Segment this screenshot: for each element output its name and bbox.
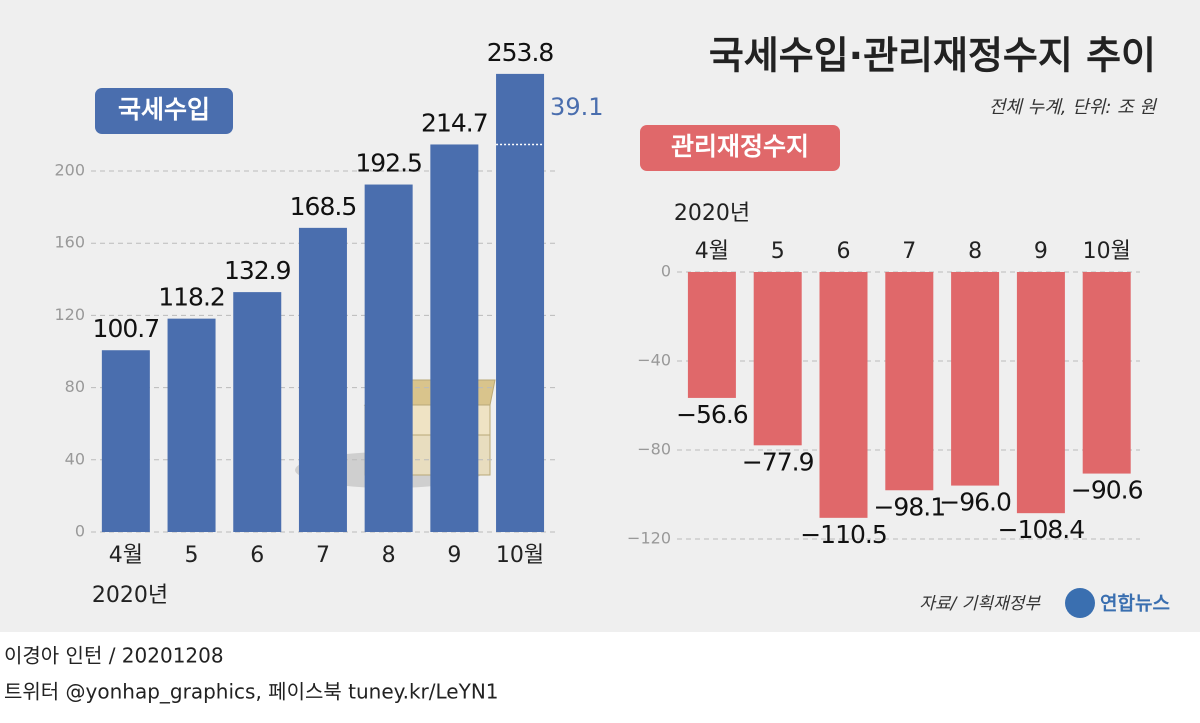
bar <box>496 73 545 533</box>
x-tick-label: 10월 <box>1083 239 1131 264</box>
bar <box>951 272 1000 486</box>
x-tick-label: 4월 <box>109 543 143 568</box>
value-label: 132.9 <box>224 256 291 285</box>
y-tick-label: 40 <box>65 449 85 468</box>
value-label: 100.7 <box>93 314 160 343</box>
bar <box>1016 272 1065 514</box>
value-label: 192.5 <box>355 149 422 178</box>
x-tick-label: 5 <box>185 543 199 568</box>
bar <box>298 227 347 533</box>
subtitle: 전체 누계, 단위: 조 원 <box>989 97 1158 118</box>
x-tick-label: 7 <box>316 543 330 568</box>
value-label: −110.5 <box>800 520 887 549</box>
y-tick-label: 200 <box>54 161 85 180</box>
badge <box>640 125 840 171</box>
y-tick-label: 120 <box>54 305 85 324</box>
x-tick-label: 6 <box>250 543 264 568</box>
value-label: −96.0 <box>939 488 1011 517</box>
footer: 이경아 인턴 / 20201208 <box>4 644 224 668</box>
bar <box>101 350 150 532</box>
value-label: −90.6 <box>1071 476 1143 505</box>
y-tick-label: 160 <box>54 233 85 252</box>
y-tick-label: 0 <box>75 522 85 541</box>
source: 자료/ 기획재정부 <box>919 594 1041 614</box>
bar <box>430 144 479 533</box>
logo-icon <box>1065 588 1095 618</box>
bar <box>364 184 413 532</box>
value-label: 253.8 <box>487 38 554 67</box>
bar <box>885 272 934 491</box>
chart-title: 관리재정수지 <box>671 132 809 161</box>
value-label: 168.5 <box>290 192 357 221</box>
value-label: 118.2 <box>158 283 225 312</box>
badge <box>95 88 233 134</box>
bar <box>687 272 736 398</box>
x-tick-label: 6 <box>837 239 851 264</box>
year-label: 2020년 <box>674 201 750 226</box>
year-label: 2020년 <box>92 583 168 608</box>
x-tick-label: 8 <box>382 543 396 568</box>
logo: 연합뉴스 <box>1100 593 1170 615</box>
x-tick-label: 7 <box>902 239 916 264</box>
annotation: 39.1 <box>550 93 603 121</box>
y-tick-label: 80 <box>65 377 85 396</box>
value-label: 214.7 <box>421 108 488 137</box>
y-tick-label: −80 <box>637 439 671 458</box>
chart-title: 국세수입 <box>118 95 210 124</box>
x-tick-label: 5 <box>771 239 785 264</box>
x-tick-label: 4월 <box>695 239 729 264</box>
bar <box>233 292 282 532</box>
value-label: −56.6 <box>676 400 748 429</box>
bar <box>753 272 802 446</box>
y-tick-label: 0 <box>661 262 671 281</box>
x-tick-label: 9 <box>447 543 461 568</box>
y-tick-label: −120 <box>627 528 671 547</box>
bar <box>1082 272 1131 474</box>
value-label: −98.1 <box>873 492 945 521</box>
bar <box>167 318 216 532</box>
bar <box>819 272 868 518</box>
value-label: −77.9 <box>742 447 814 476</box>
footer: 트위터 @yonhap_graphics, 페이스북 tuney.kr/LeYN… <box>4 680 499 704</box>
y-tick-label: −40 <box>637 350 671 369</box>
value-label: −108.4 <box>998 515 1085 544</box>
x-tick-label: 9 <box>1034 239 1048 264</box>
x-tick-label: 10월 <box>496 543 544 568</box>
x-tick-label: 8 <box>968 239 982 264</box>
title: 국세수입·관리재정수지 추이 <box>709 34 1156 78</box>
